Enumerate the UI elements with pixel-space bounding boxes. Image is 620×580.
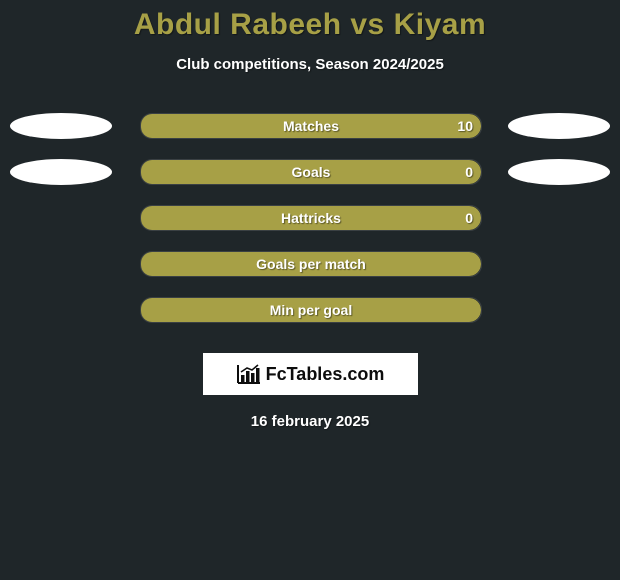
brand-chart-icon	[236, 363, 262, 385]
metric-row: Goals per match	[0, 241, 620, 287]
brand-inner: FcTables.com	[236, 363, 385, 385]
metric-bar: 10Matches	[140, 113, 482, 139]
metric-row: 0Goals	[0, 149, 620, 195]
comparison-infographic: Abdul Rabeeh vs Kiyam Club competitions,…	[0, 0, 620, 580]
brand-text: FcTables.com	[266, 364, 385, 385]
brand-box: FcTables.com	[203, 353, 418, 395]
date-line: 16 february 2025	[0, 413, 620, 430]
metric-row: Min per goal	[0, 287, 620, 333]
metric-label: Matches	[141, 114, 481, 138]
metric-row: 10Matches	[0, 103, 620, 149]
metric-bar: Min per goal	[140, 297, 482, 323]
metric-label: Goals per match	[141, 252, 481, 276]
player-right-pill	[508, 113, 610, 139]
metric-label: Goals	[141, 160, 481, 184]
player-right-pill	[508, 159, 610, 185]
page-title: Abdul Rabeeh vs Kiyam	[0, 0, 620, 42]
subtitle: Club competitions, Season 2024/2025	[0, 56, 620, 73]
metrics-rows: 10Matches 0Goals 0Hattricks Goals per match…	[0, 103, 620, 333]
metric-bar: 0Hattricks	[140, 205, 482, 231]
metric-bar: Goals per match	[140, 251, 482, 277]
player-left-pill	[10, 159, 112, 185]
metric-label: Min per goal	[141, 298, 481, 322]
metric-bar: 0Goals	[140, 159, 482, 185]
player-left-pill	[10, 113, 112, 139]
metric-label: Hattricks	[141, 206, 481, 230]
metric-row: 0Hattricks	[0, 195, 620, 241]
